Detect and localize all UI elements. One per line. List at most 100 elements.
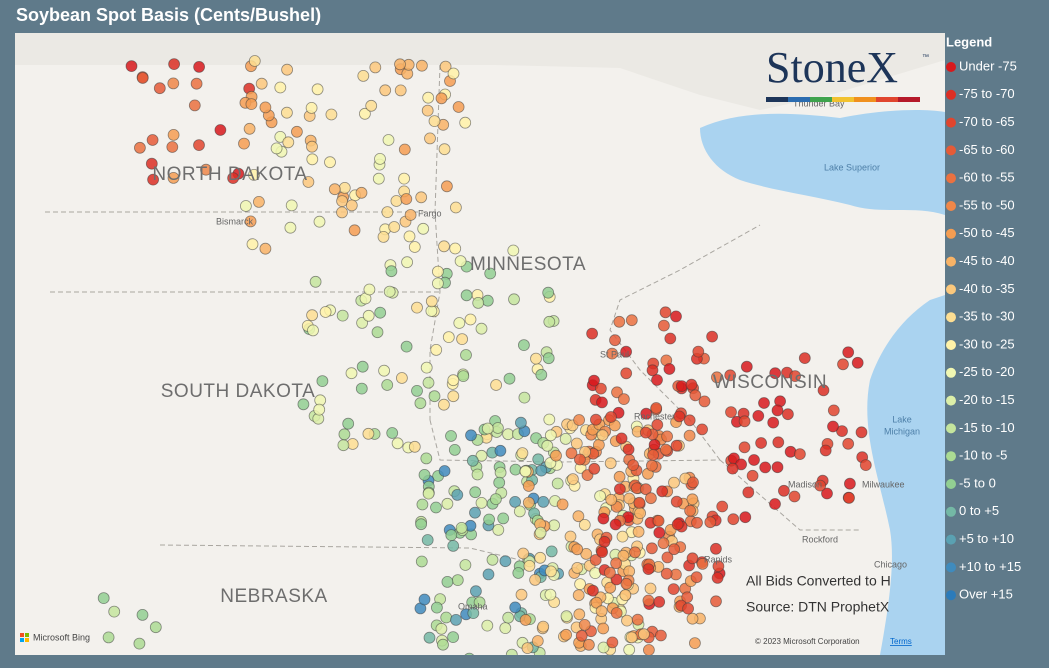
legend-swatch	[946, 367, 956, 378]
bid-dot	[306, 309, 319, 322]
note: Source: DTN ProphetX	[746, 599, 890, 615]
legend-swatch	[946, 173, 956, 184]
bid-dot	[551, 477, 564, 490]
bid-dot	[383, 285, 396, 298]
bid-dot	[771, 461, 784, 474]
bid-dot	[342, 417, 355, 430]
bid-dot	[338, 181, 351, 194]
bid-dot	[683, 429, 696, 442]
bid-dot	[740, 360, 753, 373]
bid-dot	[438, 143, 451, 156]
bid-dot	[642, 594, 655, 607]
bid-dot	[859, 459, 872, 472]
bid-dot	[438, 240, 450, 253]
bid-dot	[670, 439, 683, 452]
bid-dot	[153, 82, 166, 95]
bid-dot	[363, 283, 376, 296]
bid-dot	[453, 317, 466, 329]
bid-dot	[416, 498, 429, 511]
bid-dot	[572, 510, 585, 523]
bid-dot	[522, 480, 535, 492]
bid-dot	[613, 315, 626, 328]
bid-dot	[381, 379, 394, 391]
bid-dot	[280, 106, 293, 119]
bid-dot	[535, 368, 548, 381]
lake-michigan	[867, 295, 945, 655]
bid-dot	[567, 473, 579, 486]
bid-dot	[573, 414, 585, 426]
bid-dot	[661, 551, 674, 564]
bid-dot	[646, 542, 658, 555]
bid-dot	[659, 306, 672, 319]
bid-dot	[471, 468, 484, 481]
legend-label: -55 to -50	[959, 197, 1015, 212]
bid-dot	[313, 215, 326, 228]
bid-dot	[377, 230, 390, 243]
bid-dot	[625, 631, 638, 644]
bid-dot	[455, 522, 468, 534]
bid-dot	[484, 267, 497, 280]
bid-dot	[422, 487, 435, 500]
bid-dot	[447, 540, 460, 552]
bid-dot	[306, 140, 318, 153]
bid-dot	[609, 334, 621, 347]
bid-dot	[619, 589, 632, 601]
bid-dot	[408, 241, 421, 253]
bid-dot	[755, 437, 767, 449]
bid-dot	[696, 423, 708, 436]
legend-label: -25 to -20	[959, 364, 1015, 379]
bid-dot	[356, 360, 369, 373]
terms-link[interactable]: Terms	[890, 637, 912, 646]
bid-dot	[439, 60, 452, 73]
bid-dot	[614, 483, 626, 496]
bid-dot	[435, 92, 448, 105]
bid-dot	[661, 430, 673, 443]
city-label: Rockford	[802, 534, 838, 544]
city-label: Milwaukee	[862, 479, 905, 489]
bid-dot	[615, 432, 628, 445]
bid-dot	[102, 631, 115, 644]
bid-dot	[425, 295, 438, 308]
bid-dot	[491, 422, 504, 434]
bid-dot	[466, 454, 479, 467]
legend-label: 0 to +5	[959, 503, 999, 518]
bid-dot	[325, 108, 338, 121]
bid-dot	[401, 256, 414, 269]
bid-dot	[738, 415, 751, 428]
bid-dot	[710, 595, 722, 608]
legend-swatch	[946, 423, 956, 434]
logo-bar-seg	[810, 97, 832, 102]
bid-dot	[403, 230, 416, 243]
bid-dot	[691, 516, 703, 529]
legend-label: -20 to -15	[959, 392, 1015, 407]
bid-dot	[573, 608, 586, 621]
bid-dot	[481, 422, 494, 435]
border	[429, 419, 721, 463]
bid-dot	[726, 462, 739, 475]
bid-dot	[285, 199, 298, 212]
bid-dot	[578, 519, 591, 531]
bid-dot	[689, 389, 702, 402]
bid-dot	[149, 621, 162, 634]
bid-dot	[531, 635, 544, 647]
bid-dot	[588, 462, 601, 475]
bid-dot	[518, 391, 531, 404]
bid-dot	[578, 619, 591, 631]
bid-dot	[167, 171, 180, 184]
legend-label: +10 to +15	[959, 559, 1021, 574]
bid-dot	[391, 437, 404, 450]
bid-dot	[483, 513, 496, 526]
bid-dot	[388, 221, 401, 233]
bid-dot	[167, 128, 180, 141]
bid-dot	[535, 464, 548, 477]
bid-dot	[652, 515, 665, 527]
bid-dot	[414, 397, 427, 410]
bid-dot	[430, 601, 443, 614]
bid-dot	[309, 275, 322, 288]
bid-dot	[472, 296, 485, 309]
bid-dot	[464, 313, 477, 326]
bid-dot	[415, 555, 428, 568]
bid-dot	[544, 588, 557, 601]
bid-dot	[623, 643, 636, 655]
legend-swatch	[946, 228, 956, 239]
